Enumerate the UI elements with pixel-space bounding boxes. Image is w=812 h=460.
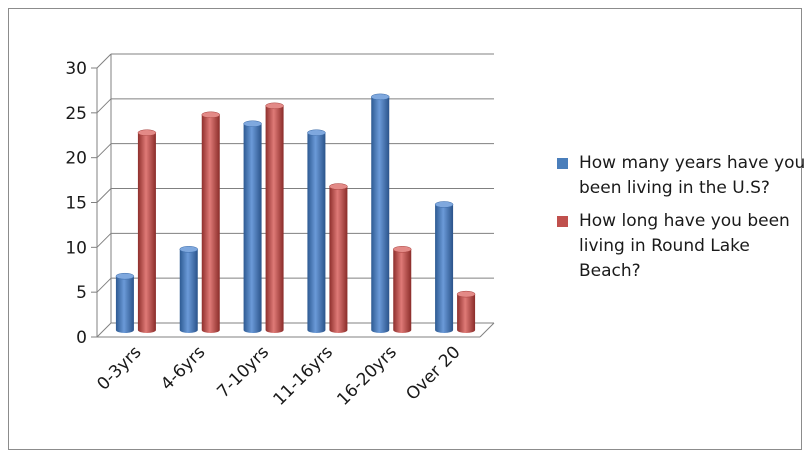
legend-label: How many years have you been living in t…: [579, 153, 806, 198]
bar-body: [265, 105, 284, 333]
bar-cap: [456, 290, 476, 298]
bar-body: [137, 132, 156, 333]
gridline-depth: [96, 322, 112, 338]
bar-body: [371, 96, 390, 333]
y-tick-label: 15: [65, 194, 87, 214]
bar-body: [201, 114, 220, 333]
y-tick-label: 0: [76, 328, 87, 348]
x-tick-label: 0-3yrs: [93, 342, 145, 394]
bar: [393, 246, 412, 333]
legend-swatch: [557, 158, 568, 169]
bar-body: [243, 123, 262, 334]
bar-cap: [137, 129, 157, 136]
gridline-depth: [96, 98, 112, 114]
chart-frame: 0 5 10 15 20 25 30 0-3yrs 4-6yrs 7-10yrs 11-16yrs 1…: [8, 8, 805, 450]
bar-cap: [115, 272, 135, 280]
y-tick-label: 20: [65, 149, 87, 169]
legend-label: How long have you been living in Round L…: [579, 211, 790, 281]
x-tick-label: 4-6yrs: [157, 342, 209, 394]
x-tick-label: 11-16yrs: [270, 342, 337, 409]
x-tick-label: 16-20yrs: [333, 342, 400, 409]
bar: [115, 272, 135, 333]
bar-body: [393, 249, 412, 333]
bar: [456, 290, 476, 333]
bar-cap: [371, 93, 390, 101]
bar-cap: [434, 201, 454, 208]
bar: [243, 120, 262, 334]
bar-cap: [307, 129, 326, 136]
bar-body: [435, 204, 454, 333]
bar: [307, 129, 326, 333]
bar-body: [115, 276, 134, 333]
gridline-depth: [96, 143, 112, 159]
legend-entry: How many years have you been living in t…: [557, 151, 807, 201]
legend-entry: How long have you been living in Round L…: [557, 209, 807, 284]
y-tick-label: 5: [76, 283, 87, 303]
gridline-depth: [96, 277, 112, 293]
bar: [371, 93, 390, 333]
bar-cap: [243, 120, 262, 128]
bar-cap: [201, 111, 220, 119]
x-tick-label: 7-10yrs: [213, 342, 273, 402]
legend-swatch: [557, 216, 568, 227]
bar-chart: 0 5 10 15 20 25 30 0-3yrs 4-6yrs 7-10yrs11-16yrs1…: [65, 53, 495, 410]
bar-cap: [179, 246, 198, 253]
bar-cap: [329, 183, 348, 190]
bar-body: [307, 132, 326, 333]
bar-body: [329, 186, 348, 333]
bar: [201, 111, 220, 333]
bar-body: [457, 294, 476, 333]
gridline-depth: [96, 232, 112, 248]
bar-cap: [265, 102, 284, 110]
floor-edge: [479, 322, 495, 338]
bar: [434, 201, 454, 333]
y-tick-label: 10: [65, 238, 87, 258]
bar: [179, 246, 198, 333]
bar-body: [179, 249, 198, 333]
y-tick-label: 25: [65, 104, 87, 124]
bar: [265, 102, 284, 333]
y-tick-label: 30: [65, 59, 87, 79]
gridline-depth: [96, 53, 112, 69]
x-tick-label: Over 20: [402, 342, 464, 404]
gridline-depth: [96, 188, 112, 203]
bar: [137, 129, 157, 333]
bar: [329, 183, 348, 333]
legend: How many years have you been living in t…: [557, 151, 807, 292]
bar-cap: [393, 246, 412, 253]
